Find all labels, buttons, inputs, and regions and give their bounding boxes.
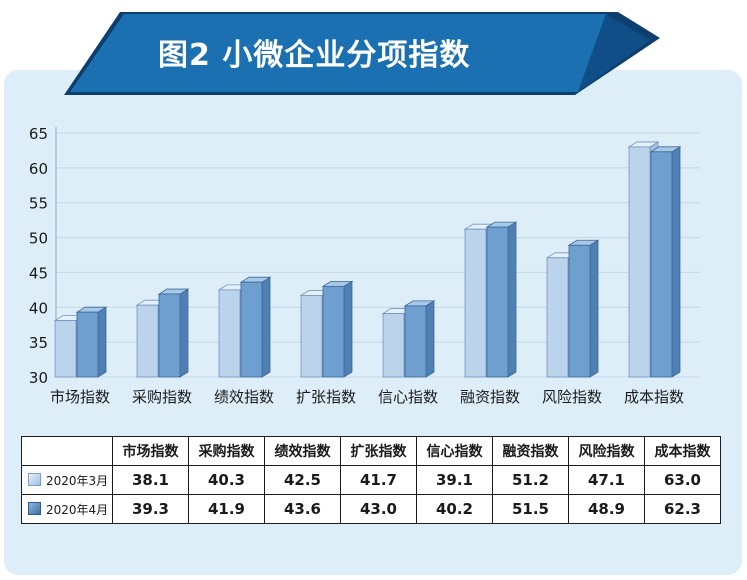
table-row-label: 2020年3月 [21,465,113,495]
table-header-cell: 成本指数 [644,436,721,466]
table-cell: 41.9 [188,494,265,524]
x-axis-labels: 市场指数 采购指数 绩效指数 扩张指数 信心指数 融资指数 风险指数 成本指数 [50,388,684,406]
table-header-cell: 扩张指数 [340,436,417,466]
table-cell: 43.6 [264,494,341,524]
y-tick-label: 45 [29,264,48,282]
bar-april [403,300,436,378]
table-header-cell: 绩效指数 [264,436,341,466]
bar-april [649,146,682,378]
bar-april [75,306,108,378]
table-header-cell: 信心指数 [416,436,493,466]
bar-april [567,239,600,378]
bar-april [321,280,354,378]
x-tick-label: 信心指数 [378,388,438,406]
table-cell: 47.1 [568,465,645,495]
x-tick-label: 扩张指数 [296,388,356,406]
table-cell: 40.2 [416,494,493,524]
table-header-cell: 融资指数 [492,436,569,466]
table-cell: 41.7 [340,465,417,495]
table-corner-cell [21,436,113,466]
y-tick-label: 30 [29,369,48,387]
bar-chart: 30 35 40 45 50 55 60 65 市场指数 采购指数 绩效指数 扩张指数 信心指数 融资指… [29,125,700,406]
table-header-cell: 市场指数 [112,436,189,466]
x-tick-label: 绩效指数 [214,388,274,406]
table-header-cell: 风险指数 [568,436,645,466]
data-table: 市场指数 采购指数 绩效指数 扩张指数 信心指数 融资指数 风险指数 成本指数 … [21,436,721,524]
legend-label-april: 2020年4月 [46,502,109,517]
legend-label-march: 2020年3月 [46,473,109,488]
table-cell: 40.3 [188,465,265,495]
table-cell: 39.1 [416,465,493,495]
legend-swatch-april [28,501,41,515]
y-tick-label: 40 [29,299,48,317]
table-row: 2020年3月 38.1 40.3 42.5 41.7 39.1 51.2 47… [21,465,721,495]
bar-april [485,221,518,378]
table-cell: 42.5 [264,465,341,495]
x-tick-label: 成本指数 [624,388,684,406]
table-cell: 38.1 [112,465,189,495]
table-cell: 51.2 [492,465,569,495]
x-tick-label: 融资指数 [460,388,520,406]
y-tick-label: 50 [29,230,48,248]
title-banner [64,12,660,95]
table-row-label: 2020年4月 [21,494,113,524]
table-cell: 51.5 [492,494,569,524]
y-tick-label: 55 [29,195,48,213]
bar-april [239,276,272,378]
x-tick-label: 风险指数 [542,388,602,406]
table-cell: 63.0 [644,465,721,495]
y-tick-label: 35 [29,334,48,352]
bar-april [157,288,190,378]
y-axis-ticks: 30 35 40 45 50 55 60 65 [29,125,48,387]
y-tick-label: 65 [29,125,48,143]
chart-title: 图2 小微企业分项指数 [158,38,471,73]
y-tick-label: 60 [29,160,48,178]
x-tick-label: 采购指数 [132,388,192,406]
table-cell: 48.9 [568,494,645,524]
table-header-row: 市场指数 采购指数 绩效指数 扩张指数 信心指数 融资指数 风险指数 成本指数 [21,436,721,466]
table-cell: 43.0 [340,494,417,524]
table-row: 2020年4月 39.3 41.9 43.6 43.0 40.2 51.5 48… [21,494,721,524]
table-header-cell: 采购指数 [188,436,265,466]
table-cell: 39.3 [112,494,189,524]
table-cell: 62.3 [644,494,721,524]
bars [53,141,682,378]
legend-swatch-march [28,472,41,486]
x-tick-label: 市场指数 [50,388,110,406]
